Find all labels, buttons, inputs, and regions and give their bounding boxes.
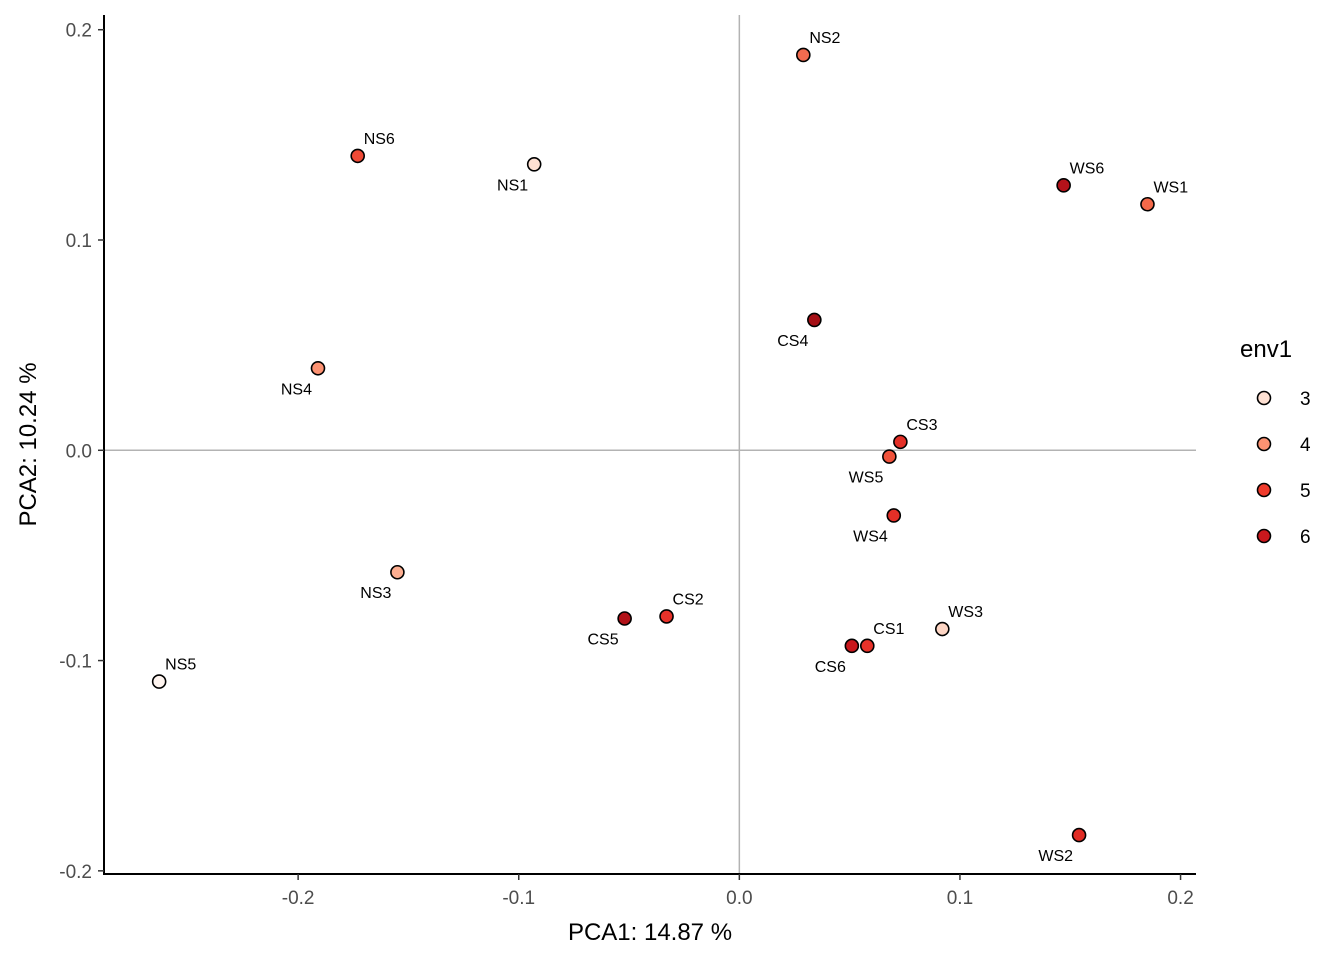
point-label-ws1: WS1 (1153, 179, 1188, 196)
x-tick-label: -0.2 (282, 888, 315, 909)
data-point-ns3 (390, 564, 405, 580)
x-axis-title: PCA1: 14.87 % (568, 919, 732, 946)
point-label-ws5: WS5 (849, 470, 884, 487)
y-tick-label: 0.2 (66, 21, 92, 42)
point-label-cs2: CS2 (673, 591, 704, 608)
data-point-cs6 (844, 638, 860, 654)
point-label-cs5: CS5 (588, 632, 619, 649)
data-point-ws3 (935, 621, 950, 637)
y-axis-title: PCA2: 10.24 % (15, 362, 42, 526)
x-tick-label: -0.1 (502, 888, 535, 909)
point-labels: NS1 NS2 NS3 NS4 NS5 NS6 CS1 CS2 CS3 CS4 CS5 CS6 WS1 W… (165, 30, 1188, 865)
data-points (151, 47, 1155, 843)
data-point-cs5 (617, 611, 632, 626)
y-tick-label: 0.1 (66, 231, 92, 252)
legend-key-4 (1256, 436, 1272, 452)
data-point-ws6 (1056, 178, 1071, 193)
point-label-cs6: CS6 (815, 659, 846, 676)
data-point-ws1 (1140, 196, 1155, 212)
y-tick-label: 0.0 (66, 441, 92, 462)
point-label-ws2: WS2 (1038, 848, 1073, 865)
reference-lines (104, 15, 1196, 874)
x-tick-label: 0.2 (1167, 888, 1193, 909)
point-label-ns3: NS3 (360, 585, 391, 602)
point-label-ns2: NS2 (809, 30, 840, 47)
data-point-ws5 (882, 449, 897, 464)
y-tick-label: -0.1 (59, 652, 92, 673)
point-label-cs3: CS3 (906, 417, 937, 434)
point-label-ws3: WS3 (948, 604, 983, 621)
legend-key-5 (1256, 482, 1272, 498)
data-point-cs2 (659, 609, 674, 624)
x-tick-label: 0.1 (947, 888, 973, 909)
data-point-cs4 (807, 312, 822, 328)
data-point-ws2 (1071, 827, 1087, 843)
point-label-cs1: CS1 (873, 621, 904, 638)
data-point-cs3 (893, 434, 908, 450)
data-point-ns2 (796, 47, 811, 63)
point-label-ns5: NS5 (165, 657, 196, 674)
point-label-ns4: NS4 (281, 381, 312, 398)
point-label-ws6: WS6 (1070, 160, 1105, 177)
y-tick-label: -0.2 (59, 862, 92, 883)
point-label-ns6: NS6 (364, 131, 395, 148)
point-label-ns1: NS1 (497, 177, 528, 194)
legend-key-6 (1256, 528, 1272, 544)
x-tick-label: 0.0 (726, 888, 752, 909)
point-label-ws4: WS4 (853, 528, 888, 545)
legend-key-3 (1256, 390, 1272, 406)
legend-title: env1 (1240, 336, 1292, 363)
axes: -0.2 -0.1 0.0 0.1 0.2 0.2 0.1 0.0 -0.1 -0.2 (59, 15, 1196, 909)
data-point-ns5 (151, 674, 167, 689)
legend-label-4: 4 (1300, 435, 1311, 456)
data-point-cs1 (859, 638, 875, 654)
data-point-ns6 (350, 148, 365, 164)
data-point-ns1 (526, 156, 542, 172)
point-label-cs4: CS4 (777, 333, 808, 350)
data-point-ns4 (310, 360, 326, 376)
legend-label-5: 5 (1300, 481, 1311, 502)
legend-label-3: 3 (1300, 389, 1311, 410)
legend: env1 3 4 5 6 (1240, 336, 1311, 548)
legend-label-6: 6 (1300, 527, 1311, 548)
data-point-ws4 (886, 508, 902, 523)
